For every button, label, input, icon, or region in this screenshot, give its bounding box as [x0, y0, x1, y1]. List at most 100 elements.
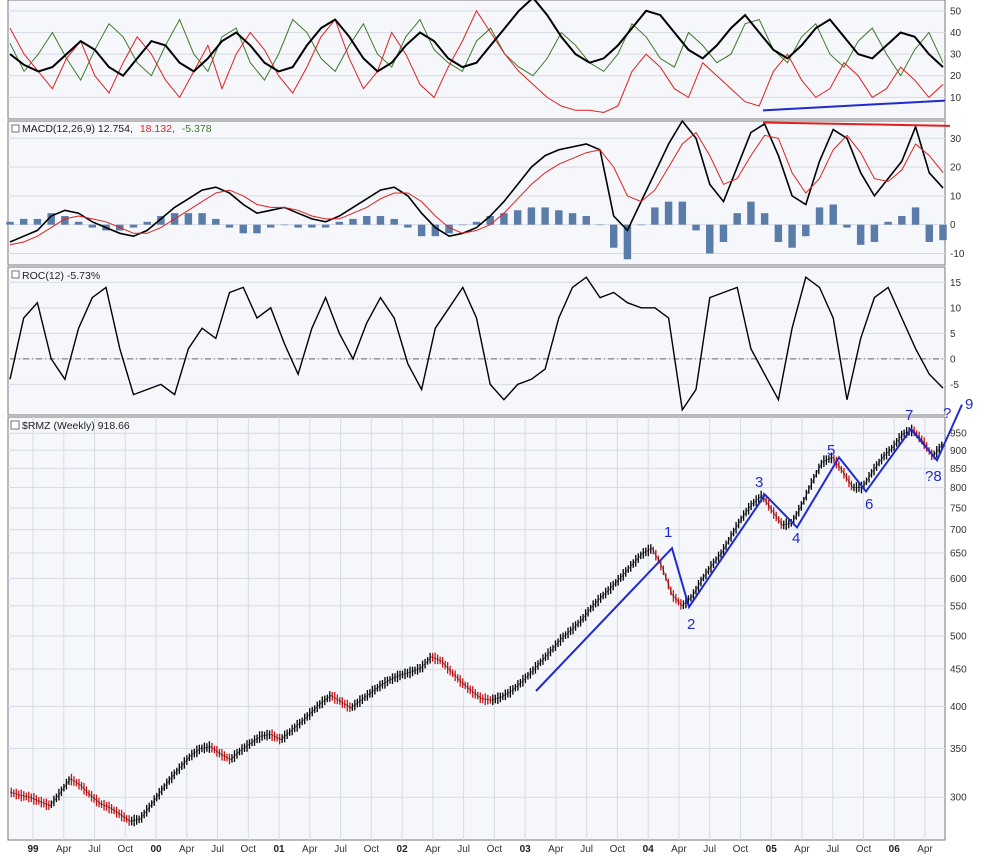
macd-histogram-bar — [568, 213, 577, 225]
price-ytick: 650 — [950, 549, 967, 560]
price-ytick: 450 — [950, 665, 967, 676]
roc-title: ROC(12) -5.73% — [11, 270, 100, 282]
x-tick-label: 05 — [766, 844, 778, 855]
macd-ytick: 0 — [950, 220, 956, 231]
oscillator-ytick: 30 — [950, 50, 962, 61]
macd-histogram-bar — [637, 224, 645, 226]
x-tick-label: 03 — [520, 844, 532, 855]
macd-histogram-bar — [390, 218, 398, 225]
macd-histogram-bar — [280, 224, 289, 226]
x-tick-label: Jul — [88, 844, 101, 855]
price-series — [9, 424, 944, 827]
macd-histogram-bar — [678, 201, 687, 225]
x-tick-label: Apr — [917, 844, 933, 855]
macd-histogram-bar — [431, 224, 440, 237]
wave-label-3: 3 — [755, 474, 763, 491]
macd-histogram-bar — [239, 224, 247, 234]
x-tick-label: 04 — [643, 844, 655, 855]
price-ytick: 300 — [950, 793, 967, 804]
macd-histogram-bar — [802, 224, 810, 237]
macd-ytick: 20 — [950, 163, 962, 174]
macd-histogram-bar — [47, 213, 55, 225]
grid-lines — [8, 10, 945, 840]
macd-histogram-bar — [184, 213, 193, 225]
macd-histogram-bar — [143, 221, 151, 225]
macd-histogram-bar — [774, 224, 783, 242]
price-ytick: 500 — [950, 631, 967, 642]
oscillator-line-1 — [9, 9, 944, 114]
macd-histogram-bar — [445, 224, 453, 234]
macd-ytick: 10 — [950, 191, 962, 202]
x-tick-label: Apr — [179, 844, 195, 855]
macd-histogram-bar — [582, 216, 590, 225]
x-tick-label: Apr — [56, 844, 72, 855]
roc-title-text: ROC(12) -5.73% — [22, 270, 100, 282]
macd-histogram-bar — [376, 216, 385, 225]
price-ytick: 850 — [950, 464, 967, 475]
price-ytick: 700 — [950, 525, 967, 536]
macd-histogram-bar — [74, 221, 83, 225]
macd-histogram-bar — [363, 216, 371, 225]
x-tick-label: Oct — [117, 844, 133, 855]
x-tick-label: Jul — [334, 844, 347, 855]
x-tick-label: Apr — [425, 844, 441, 855]
price-ytick: 600 — [950, 574, 967, 585]
x-tick-label: Apr — [548, 844, 564, 855]
macd-histogram-bar — [788, 224, 796, 248]
roc-ytick: 5 — [950, 329, 956, 340]
price-title-text: $RMZ (Weekly) 918.66 — [22, 420, 130, 432]
roc-ytick: -5 — [950, 380, 959, 391]
roc-ytick: 0 — [950, 354, 956, 365]
macd-histogram-bar — [225, 224, 234, 228]
price-ytick: 950 — [950, 429, 967, 440]
roc-ytick: 10 — [950, 303, 962, 314]
roc-line — [9, 276, 944, 412]
roc-ytick: 15 — [950, 278, 962, 289]
macd-histogram-bar — [417, 224, 426, 237]
macd-histogram-bar — [198, 213, 206, 225]
price-panel — [7, 416, 946, 841]
oscillator-series — [9, 0, 944, 114]
macd-title-marker — [11, 124, 20, 133]
macd-histogram-bar — [6, 221, 14, 225]
macd-histogram-bar — [486, 216, 494, 225]
x-tick-label: Apr — [794, 844, 810, 855]
macd-ytick: 30 — [950, 134, 962, 145]
price-ytick: 550 — [950, 601, 967, 612]
roc-title-marker — [11, 270, 20, 279]
macd-trendline — [762, 121, 951, 127]
macd-series — [6, 119, 947, 260]
macd-histogram-bar — [747, 201, 755, 225]
macd-histogram-bar — [527, 207, 536, 225]
wave-label-8: ?8 — [925, 468, 942, 485]
macd-title-hist: -5.378 — [182, 123, 212, 135]
roc-panel — [7, 266, 946, 416]
annotations — [535, 99, 963, 692]
macd-histogram-bar — [88, 224, 97, 228]
x-tick-label: 00 — [150, 844, 162, 855]
macd-histogram-bar — [308, 224, 316, 228]
macd-histogram-bar — [253, 224, 261, 234]
x-tick-label: 06 — [889, 844, 901, 855]
oscillator-trendline — [762, 99, 946, 112]
oscillator-line-2 — [9, 0, 944, 78]
macd-histogram-bar — [623, 224, 632, 260]
macd-histogram-bar — [404, 224, 412, 228]
macd-histogram-bar — [856, 224, 865, 245]
macd-histogram-bar — [815, 207, 824, 225]
macd-histogram-bar — [459, 224, 467, 226]
macd-histogram-bar — [61, 216, 69, 225]
macd-panel — [7, 120, 946, 266]
macd-histogram-bar — [541, 207, 549, 225]
macd-histogram-bar — [870, 224, 879, 242]
x-tick-label: 99 — [27, 844, 39, 855]
price-ytick: 900 — [950, 446, 967, 457]
macd-histogram-bar — [472, 221, 481, 225]
oscillator-ytick: 20 — [950, 71, 962, 82]
macd-histogram-bar — [609, 224, 618, 248]
macd-histogram-bar — [555, 210, 563, 225]
wave-label-5: 5 — [827, 442, 835, 459]
macd-line-signal — [9, 131, 944, 246]
macd-histogram-bar — [33, 218, 42, 225]
